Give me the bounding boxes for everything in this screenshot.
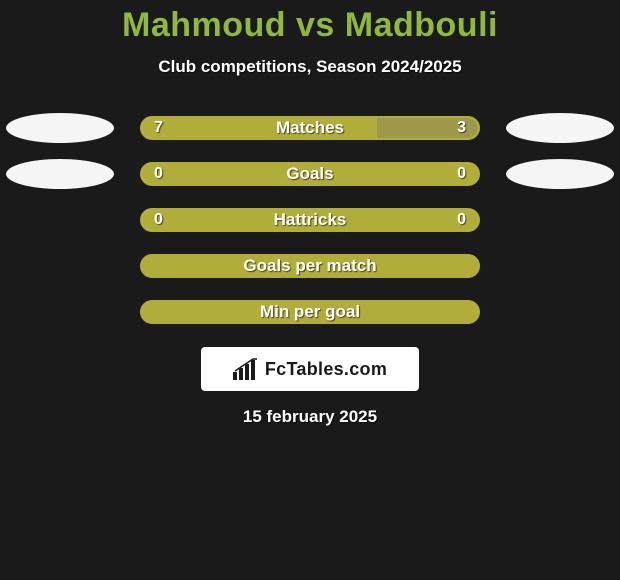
stat-rows: Matches73Goals00Hattricks00Goals per mat… — [0, 105, 620, 335]
logo-text: FcTables.com — [265, 359, 387, 380]
footer-date: 15 february 2025 — [0, 407, 620, 427]
stat-value-left: 7 — [154, 118, 163, 138]
stat-label: Matches — [142, 118, 478, 138]
stat-row: Goals0 0 — [0, 151, 620, 197]
fctables-logo: FcTables.com — [201, 347, 419, 391]
stat-value-right: 0 — [457, 210, 466, 230]
stat-label: Goals — [142, 164, 478, 184]
stat-row: Goals per match — [0, 243, 620, 289]
stat-bar: Min per goal — [140, 300, 480, 324]
player-left-badge — [6, 159, 114, 189]
stat-bar: Goals per match — [140, 254, 480, 278]
stat-value-right: 3 — [457, 118, 466, 138]
stat-bar: Hattricks0 0 — [140, 208, 480, 232]
stat-row: Min per goal — [0, 289, 620, 335]
stat-label: Goals per match — [142, 256, 478, 276]
stat-bar: Goals0 0 — [140, 162, 480, 186]
player-left-badge — [6, 113, 114, 143]
stat-row: Matches7 3 — [0, 105, 620, 151]
player-right-badge — [506, 159, 614, 189]
stat-bar: Matches7 3 — [140, 116, 480, 140]
stat-value-left: 0 — [154, 164, 163, 184]
page-subtitle: Club competitions, Season 2024/2025 — [0, 57, 620, 77]
stat-label: Hattricks — [142, 210, 478, 230]
comparison-infographic: Mahmoud vs Madbouli Club competitions, S… — [0, 0, 620, 580]
chart-bars-icon — [233, 358, 259, 380]
stat-value-right: 0 — [457, 164, 466, 184]
page-title: Mahmoud vs Madbouli — [0, 6, 620, 45]
stat-label: Min per goal — [142, 302, 478, 322]
player-right-badge — [506, 113, 614, 143]
stat-row: Hattricks0 0 — [0, 197, 620, 243]
stat-value-left: 0 — [154, 210, 163, 230]
